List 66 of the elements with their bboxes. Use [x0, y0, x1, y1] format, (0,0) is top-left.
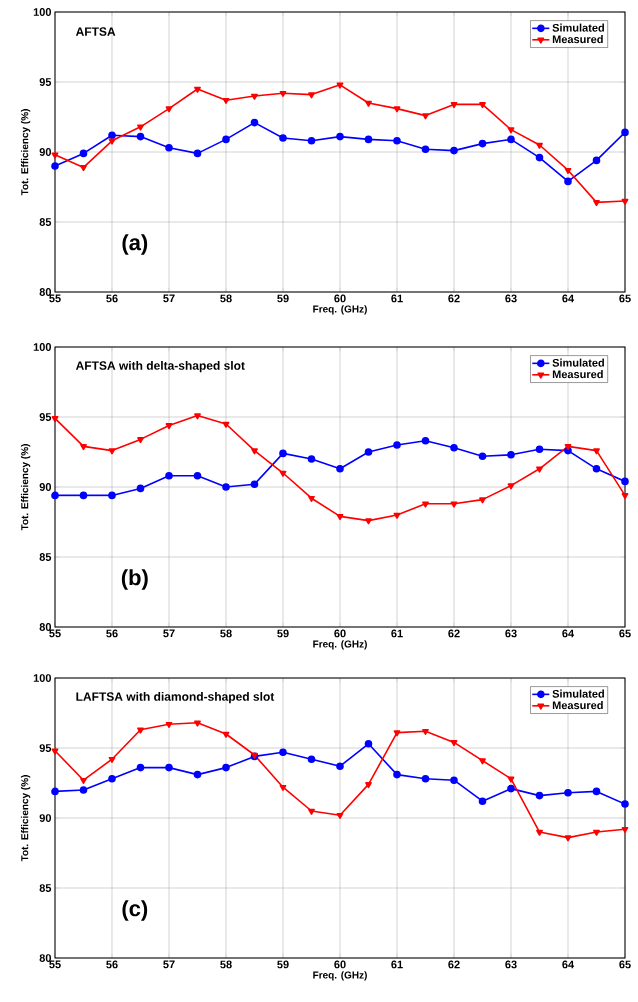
x-tick-label: 60	[334, 294, 346, 303]
y-tick-label: 85	[39, 218, 52, 226]
x-tick-label: 64	[562, 294, 575, 303]
text: AFTSA	[75, 27, 116, 36]
x-tick-label: 57	[163, 629, 175, 638]
y-tick-label: 90	[39, 483, 52, 491]
x-tick-label: 55	[49, 629, 61, 638]
x-tick-label: 58	[220, 294, 232, 303]
x-tick-label: 57	[163, 960, 175, 969]
x-tick-label: 59	[277, 629, 289, 638]
x-tick-label: 57	[163, 294, 175, 303]
x-axis-title: Freq. (GHz)	[313, 305, 367, 315]
annotation: (a)	[122, 234, 148, 255]
x-tick-label: 59	[277, 294, 289, 303]
y-tick-label: 85	[39, 884, 52, 892]
x-tick-label: 59	[277, 960, 289, 969]
y-tick-label: 85	[39, 553, 52, 561]
x-tick-label: 55	[49, 960, 61, 969]
x-tick-label: 61	[391, 960, 403, 969]
text: LAFTSA with diamond-shaped slot	[76, 692, 275, 704]
x-axis-title: Freq. (GHz)	[313, 971, 367, 981]
x-tick-label: 61	[391, 629, 403, 638]
y-tick-label: 95	[39, 413, 52, 421]
text: AFTSA with delta-shaped slot	[75, 361, 245, 373]
x-tick-label: 64	[562, 960, 575, 969]
x-tick-label: 55	[49, 294, 61, 303]
annotation: (c)	[122, 900, 148, 921]
legend-label: Simulated	[552, 689, 604, 698]
y-tick-label: 100	[33, 8, 52, 16]
x-tick-label: 62	[448, 294, 460, 303]
annotation: (b)	[121, 569, 148, 590]
x-tick-label: 63	[505, 629, 517, 638]
x-tick-label: 61	[391, 294, 403, 303]
y-axis-title: Tot. Efficiency (%)	[20, 775, 31, 862]
x-tick-label: 58	[220, 960, 232, 969]
legend-label: Measured	[552, 701, 603, 710]
x-tick-label: 60	[334, 960, 346, 969]
x-tick-label: 62	[448, 629, 460, 638]
x-tick-label: 56	[106, 294, 118, 303]
x-axis-title: Freq. (GHz)	[313, 640, 367, 650]
x-tick-label: 64	[562, 629, 575, 638]
legend-label: Measured	[552, 35, 603, 44]
legend-label: Simulated	[552, 23, 604, 32]
y-tick-label: 90	[39, 814, 52, 822]
x-tick-label: 56	[106, 960, 118, 969]
y-axis-title: Tot. Efficiency (%)	[20, 444, 31, 531]
y-axis-title: Tot. Efficiency (%)	[20, 109, 31, 196]
x-tick-label: 56	[106, 629, 118, 638]
x-tick-label: 65	[619, 629, 631, 638]
y-tick-label: 80	[39, 623, 52, 631]
x-tick-label: 63	[505, 960, 517, 969]
x-tick-label: 58	[220, 629, 232, 638]
x-tick-label: 63	[505, 294, 517, 303]
y-tick-label: 95	[39, 744, 52, 752]
legend-label: Measured	[552, 370, 603, 379]
x-tick-label: 65	[619, 960, 631, 969]
y-tick-label: 90	[39, 148, 52, 156]
x-tick-label: 60	[334, 629, 346, 638]
x-tick-label: 65	[619, 294, 631, 303]
y-tick-label: 95	[39, 78, 52, 86]
y-tick-label: 100	[33, 343, 52, 351]
y-tick-label: 80	[39, 288, 52, 296]
legend-label: Simulated	[552, 358, 604, 367]
x-tick-label: 62	[448, 960, 460, 969]
y-tick-label: 100	[33, 674, 52, 682]
y-tick-label: 80	[39, 954, 52, 962]
